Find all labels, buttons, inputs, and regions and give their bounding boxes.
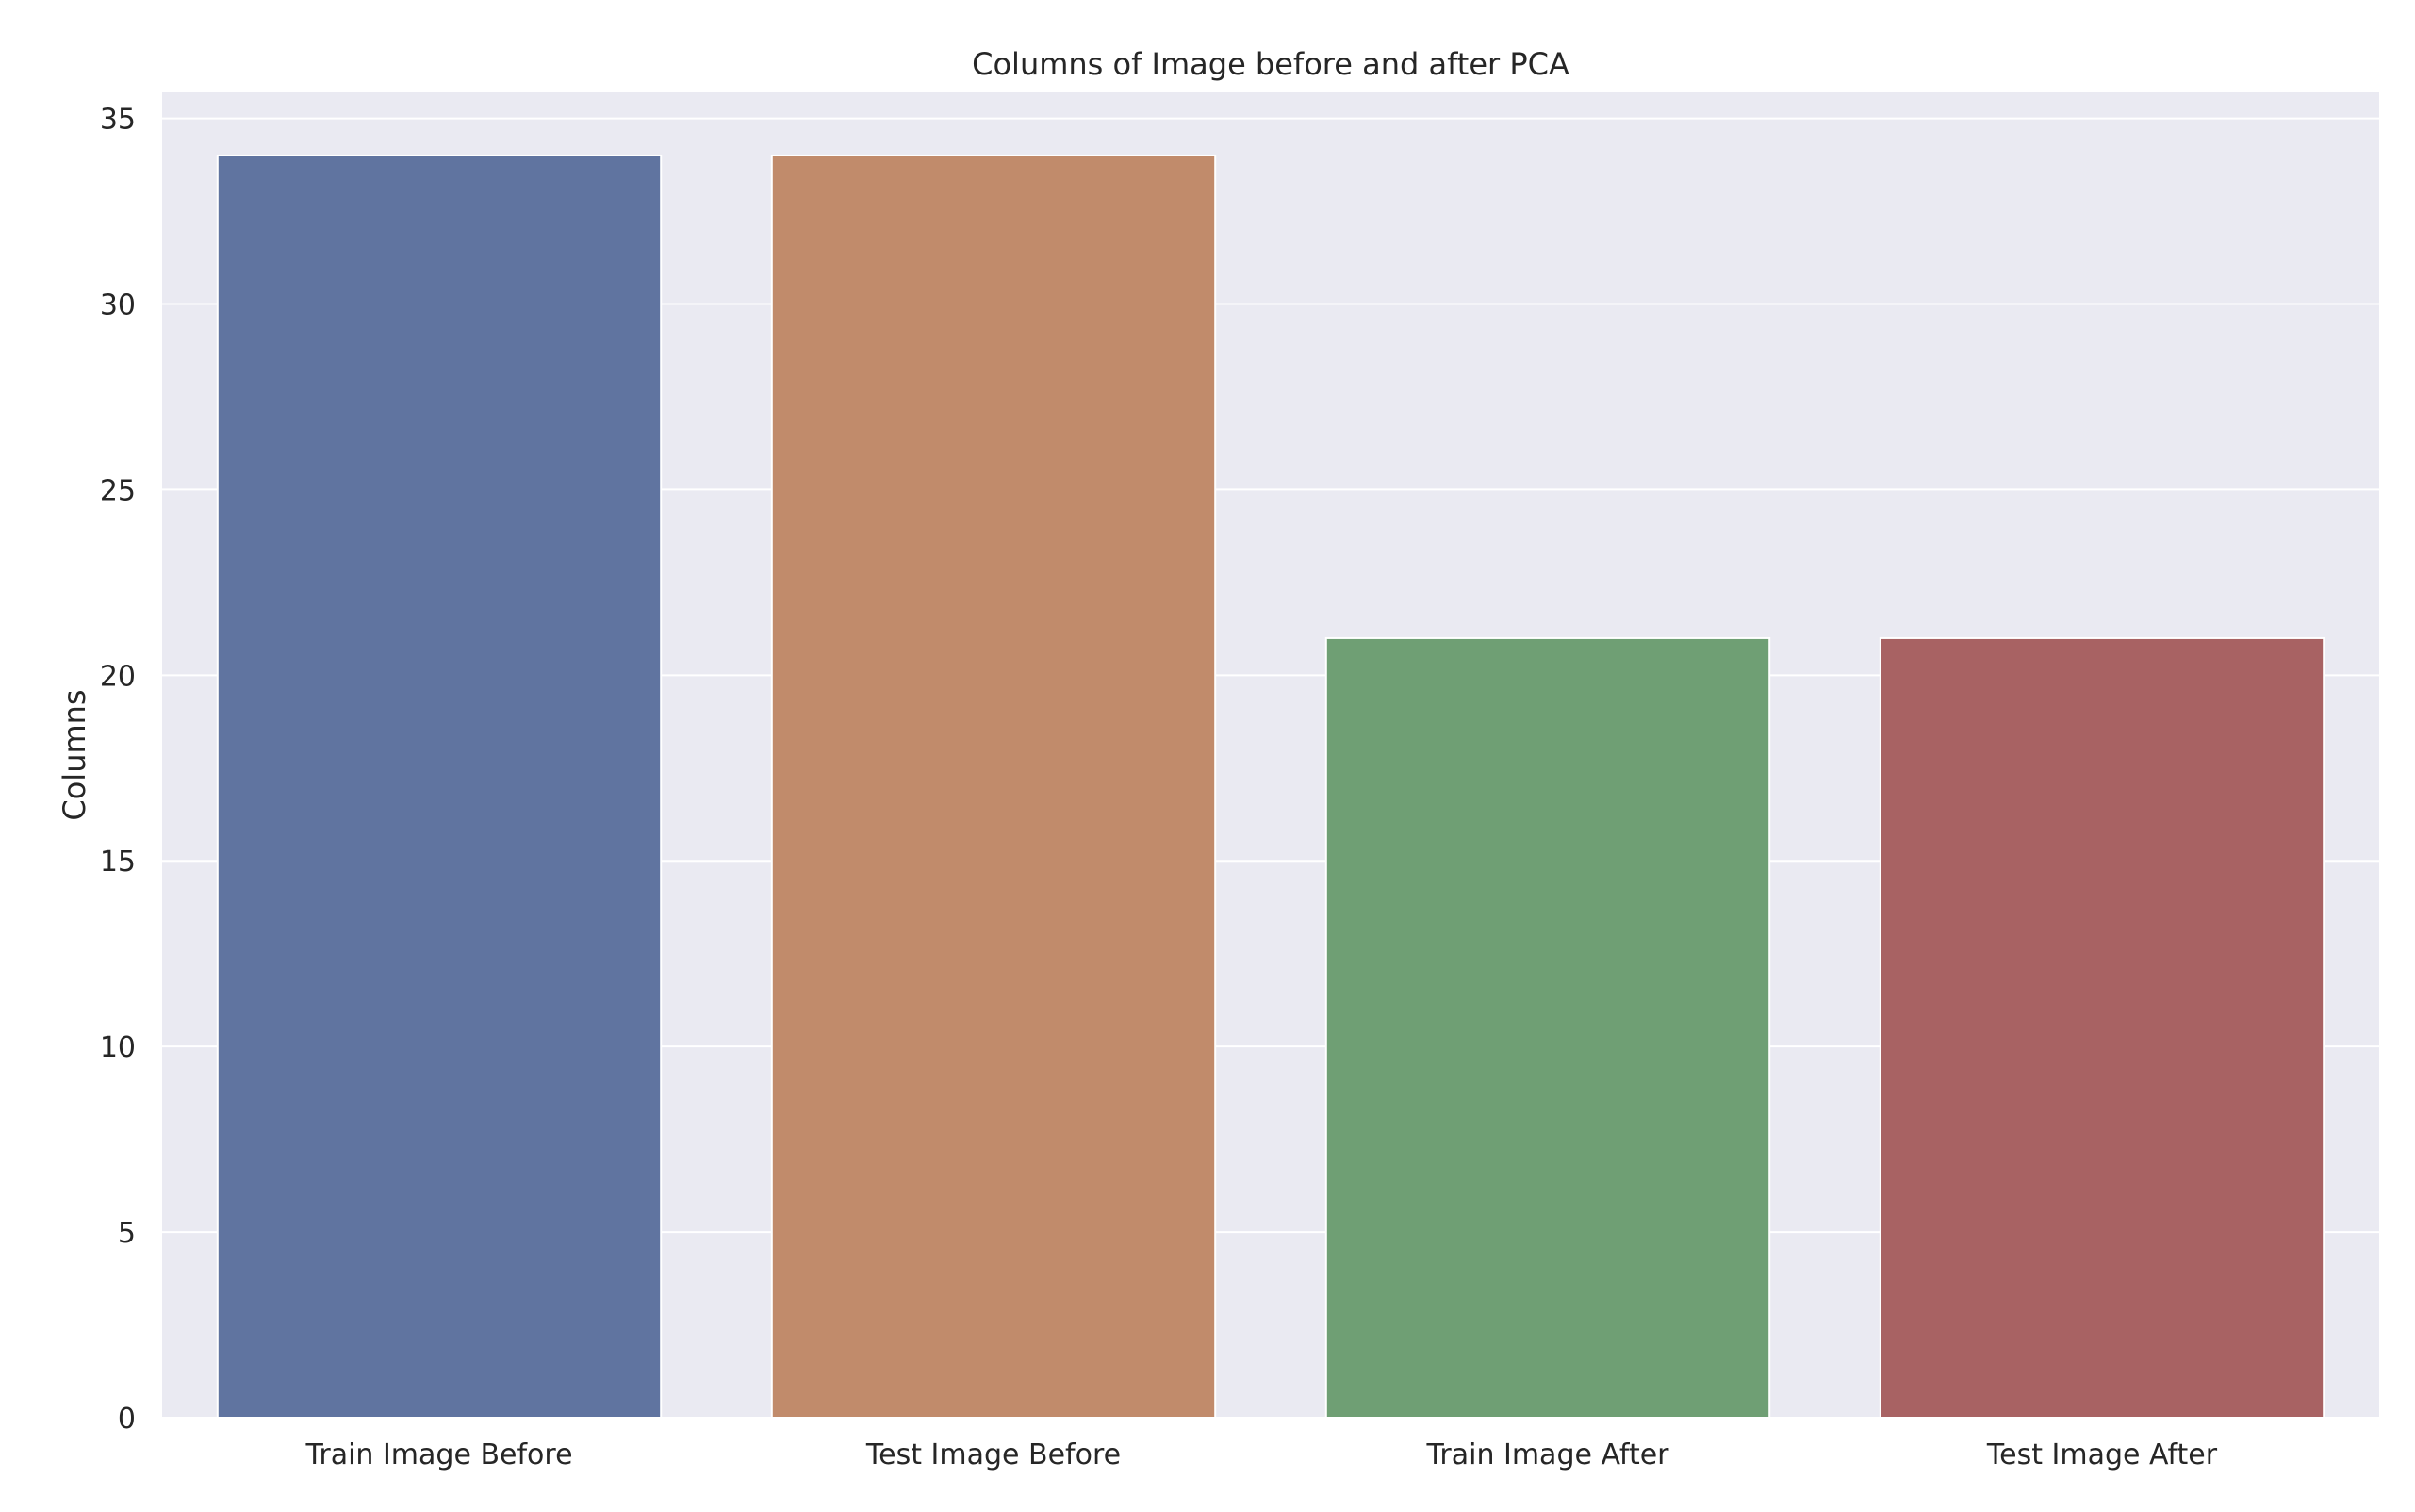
bar (1324, 636, 1771, 1419)
y-tick-label: 5 (118, 1217, 136, 1250)
y-tick-label: 35 (100, 104, 136, 137)
y-tick-label: 0 (118, 1403, 136, 1436)
y-tick-labels: 0 5 10 15 20 25 30 35 (100, 104, 136, 1436)
x-tick-label: Train Image After (1425, 1438, 1669, 1471)
bar (216, 154, 663, 1419)
bar (770, 154, 1217, 1419)
y-tick-label: 15 (100, 846, 136, 879)
bars (216, 154, 2325, 1419)
y-axis-label: Columns (57, 689, 92, 820)
x-tick-label: Test Image After (1986, 1438, 2218, 1471)
x-tick-labels: Train Image Before Test Image Before Train… (304, 1438, 2217, 1471)
y-tick-label: 25 (100, 474, 136, 507)
y-tick-label: 10 (100, 1031, 136, 1064)
x-tick-label: Test Image Before (865, 1438, 1121, 1471)
y-tick-label: 30 (100, 288, 136, 321)
bar (1879, 636, 2325, 1419)
x-tick-label: Train Image Before (304, 1438, 572, 1471)
y-tick-label: 20 (100, 660, 136, 693)
chart-title: Columns of Image before and after PCA (972, 46, 1569, 82)
